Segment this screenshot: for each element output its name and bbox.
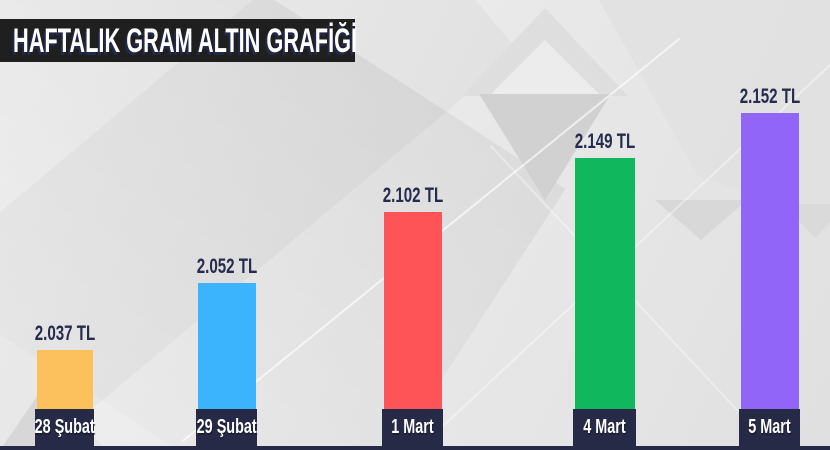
bar-fill	[575, 158, 635, 446]
bar-column-5: 2.152 TL 5 Mart	[739, 86, 800, 446]
bar-value-label: 2.102 TL	[382, 184, 444, 207]
bar-fill	[741, 113, 799, 446]
bar-date-label: 28 Şubat	[34, 409, 95, 446]
bottom-strip	[0, 446, 830, 450]
bar-value-label: 2.037 TL	[34, 322, 96, 345]
bar-column-3: 2.102 TL 1 Mart	[382, 185, 443, 446]
bar-date-label: 4 Mart	[573, 409, 636, 446]
bar-column-1: 2.037 TL 28 Şubat	[34, 323, 95, 446]
page-title: HAFTALIK GRAM ALTIN GRAFİĞİ	[13, 21, 358, 60]
bar-value-label: 2.149 TL	[574, 130, 636, 153]
bar-value-label: 2.052 TL	[196, 255, 258, 278]
bar-date-label: 1 Mart	[382, 409, 443, 446]
bar-fill	[384, 212, 442, 446]
bar-date-label: 5 Mart	[739, 409, 800, 446]
bar-date-label: 29 Şubat	[196, 409, 257, 446]
bar-column-2: 2.052 TL 29 Şubat	[196, 256, 257, 446]
title-bar: HAFTALIK GRAM ALTIN GRAFİĞİ	[0, 19, 358, 62]
bar-column-4: 2.149 TL 4 Mart	[573, 131, 636, 446]
bar-value-label: 2.152 TL	[739, 85, 801, 108]
